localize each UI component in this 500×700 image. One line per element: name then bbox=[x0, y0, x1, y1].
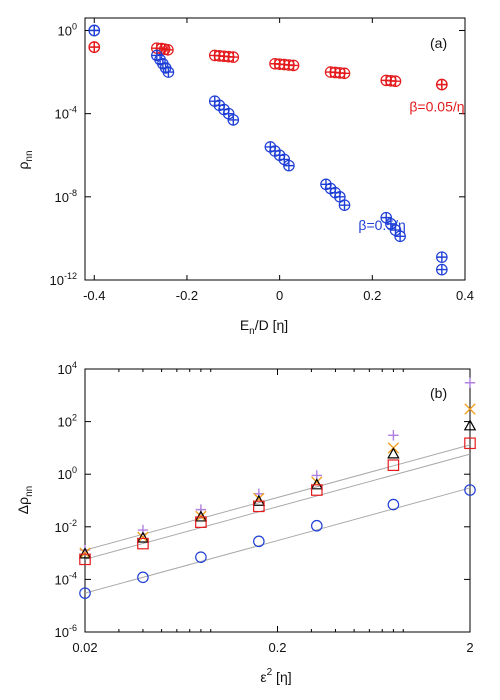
blue-circle-point bbox=[253, 535, 265, 548]
y-tick-label: 104 bbox=[58, 360, 77, 377]
red-square-point bbox=[310, 484, 323, 496]
purple-plus-point bbox=[388, 430, 399, 441]
red-plus-point bbox=[339, 68, 350, 79]
x-tick-label: 2 bbox=[466, 640, 473, 655]
red-plus-point bbox=[89, 41, 100, 53]
y-tick-label: 10-8 bbox=[55, 188, 77, 205]
fit-line bbox=[84, 487, 471, 594]
black-triangle-point bbox=[387, 447, 400, 459]
y-tick-label: 100 bbox=[58, 465, 77, 482]
panel-b-frame bbox=[84, 368, 471, 633]
blue-circle-point bbox=[310, 519, 323, 532]
panel-b-label: (b) bbox=[430, 385, 447, 401]
black-triangle-point bbox=[463, 419, 477, 431]
panel-b-y-axis-label: Δρnn bbox=[15, 486, 35, 514]
panel-a-x-ticks: -0.4 -0.2 0 0.2 0.4 bbox=[83, 18, 474, 303]
red-square-point bbox=[253, 500, 265, 513]
x-tick-label: 0.02 bbox=[72, 640, 97, 655]
x-tick-label: 0.2 bbox=[363, 288, 381, 303]
series-annotation: β=0.5/η bbox=[358, 217, 405, 233]
black-triangle-point bbox=[78, 547, 92, 559]
blue-plus-point bbox=[334, 191, 346, 203]
red-square-point bbox=[79, 553, 91, 566]
blue-plus-point bbox=[339, 199, 350, 211]
blue-circle-point bbox=[79, 587, 91, 599]
y-tick-label: 10-6 bbox=[55, 623, 77, 640]
orange-x-point bbox=[79, 547, 91, 559]
blue-plus-point bbox=[89, 25, 100, 36]
fit-line bbox=[84, 444, 471, 551]
panel-b-x-ticks: 0.02 0.2 2 bbox=[72, 369, 474, 655]
orange-x-point bbox=[195, 510, 207, 523]
x-tick-label: 0 bbox=[276, 288, 283, 303]
red-square-point bbox=[137, 537, 149, 550]
red-square-point bbox=[387, 459, 400, 471]
purple-plus-point bbox=[464, 377, 476, 388]
panel-a-annotations: β=0.05/η β=0.5/η bbox=[358, 99, 464, 234]
purple-plus-point bbox=[253, 488, 265, 499]
red-square-point bbox=[195, 516, 207, 528]
y-tick-label: 10-4 bbox=[55, 105, 77, 122]
red-plus-point bbox=[162, 44, 174, 56]
blue-plus-point bbox=[283, 160, 295, 171]
x-tick-label: 0.2 bbox=[268, 640, 286, 655]
panel-a: -0.4 -0.2 0 0.2 0.4 100 10-4 10-8 10-12 β=0.05/… bbox=[15, 17, 474, 337]
black-triangle-point bbox=[136, 531, 150, 543]
y-tick-label: 10-2 bbox=[55, 518, 77, 535]
blue-plus-point bbox=[436, 251, 448, 263]
fit-line bbox=[84, 453, 471, 560]
red-plus-point bbox=[436, 79, 448, 90]
red-plus-point bbox=[288, 60, 299, 71]
blue-circle-point bbox=[137, 571, 149, 584]
blue-circle-point bbox=[387, 498, 400, 511]
x-tick-label: 0.4 bbox=[456, 288, 474, 303]
panel-b-fit-lines bbox=[84, 444, 471, 594]
red-plus-point bbox=[228, 51, 239, 63]
panel-b-marks bbox=[78, 377, 477, 599]
orange-x-point bbox=[137, 531, 149, 543]
blue-plus-point bbox=[228, 114, 239, 126]
panel-a-marks bbox=[88, 24, 448, 276]
x-tick-label: -0.2 bbox=[176, 288, 198, 303]
black-triangle-point bbox=[194, 510, 208, 522]
black-triangle-point bbox=[310, 478, 324, 490]
blue-plus-point bbox=[436, 264, 448, 275]
y-tick-label: 10-4 bbox=[55, 570, 77, 587]
red-plus-point bbox=[390, 76, 401, 87]
x-tick-label: -0.4 bbox=[83, 288, 105, 303]
panel-a-frame bbox=[84, 17, 466, 281]
orange-x-point bbox=[464, 403, 476, 415]
panel-a-label: (a) bbox=[430, 35, 447, 51]
panel-b-y-ticks: 104 102 100 10-2 10-4 10-6 bbox=[55, 360, 470, 640]
blue-plus-point bbox=[394, 231, 406, 242]
blue-circle-point bbox=[464, 484, 476, 496]
series-annotation: β=0.05/η bbox=[409, 99, 464, 115]
y-tick-label: 10-12 bbox=[50, 271, 77, 288]
panel-b-x-axis-label: ε2 [η] bbox=[260, 667, 291, 685]
panel-a-y-axis-label: ρnn bbox=[15, 150, 35, 169]
blue-circle-point bbox=[195, 551, 207, 563]
panel-b: 0.02 0.2 2 104 102 100 10-2 10-4 10-6 (b) ε2 [η… bbox=[15, 360, 477, 685]
panel-a-y-ticks: 100 10-4 10-8 10-12 bbox=[50, 21, 465, 288]
purple-plus-point bbox=[195, 504, 207, 515]
red-square-point bbox=[464, 437, 476, 450]
panel-a-x-axis-label: En/D [η] bbox=[240, 317, 288, 337]
y-tick-label: 102 bbox=[58, 413, 77, 430]
blue-plus-point bbox=[163, 66, 174, 78]
y-tick-label: 100 bbox=[58, 21, 77, 38]
